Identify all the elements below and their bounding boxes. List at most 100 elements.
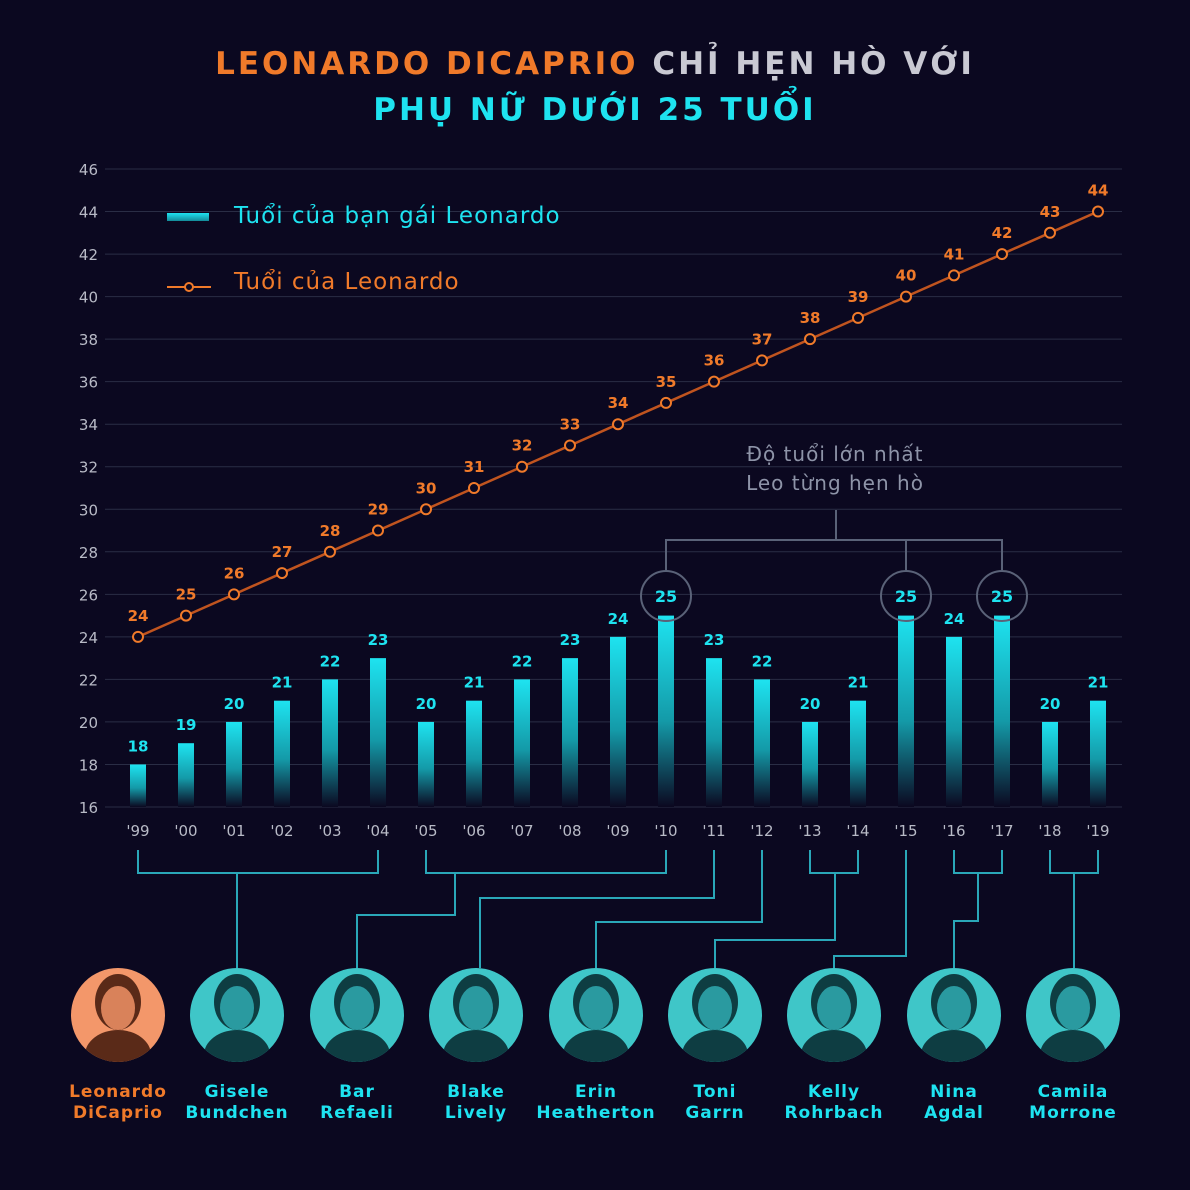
- person-first-name: Nina: [930, 1082, 978, 1102]
- person-last-name: Agdal: [924, 1103, 984, 1123]
- girlfriend-age-bar: [754, 679, 770, 807]
- person-card: Erin Heatherton: [531, 968, 661, 1124]
- line-value-label: 42: [992, 224, 1013, 242]
- girlfriend-age-bar: [850, 700, 866, 807]
- x-tick-label: '02: [270, 822, 293, 840]
- person-first-name: Erin: [575, 1082, 617, 1102]
- max-age-highlight-circle: [640, 570, 692, 622]
- girlfriend-age-bar: [898, 615, 914, 807]
- portrait-photo: [429, 968, 523, 1062]
- girlfriend-age-bar: [706, 658, 722, 807]
- line-value-label: 30: [416, 479, 437, 497]
- girlfriend-age-bar: [274, 700, 290, 807]
- portrait-photo: [549, 968, 643, 1062]
- leonardo-age-point: [996, 248, 1008, 261]
- max-age-highlight-circle: [880, 570, 932, 622]
- person-last-name: Lively: [444, 1103, 508, 1123]
- person-last-name: Bundchen: [185, 1103, 289, 1123]
- x-tick-label: '99: [126, 822, 149, 840]
- leonardo-age-point: [516, 460, 528, 473]
- person-last-name: Morrone: [1029, 1103, 1117, 1123]
- person-last-name: Rohrbach: [784, 1103, 884, 1123]
- person-first-name: Blake: [447, 1082, 505, 1102]
- x-tick-label: '18: [1038, 822, 1061, 840]
- bar-value-label: 25: [991, 587, 1013, 606]
- y-tick-label: 40: [79, 289, 98, 307]
- person-first-name: Toni: [693, 1082, 737, 1102]
- x-tick-label: '10: [654, 822, 677, 840]
- title-name: LEONARDO DICAPRIO: [215, 46, 639, 82]
- x-tick-label: '12: [750, 822, 773, 840]
- person-connector: [479, 850, 715, 968]
- person-last-name: Garrn: [685, 1103, 745, 1123]
- x-tick-label: '00: [174, 822, 197, 840]
- bar-value-label: 20: [224, 695, 245, 713]
- x-tick-label: '17: [990, 822, 1013, 840]
- person-first-name: Kelly: [807, 1082, 861, 1102]
- person-card: Gisele Bundchen: [172, 968, 302, 1124]
- girlfriend-age-bar: [418, 721, 434, 807]
- leonardo-age-point: [948, 269, 960, 282]
- leonardo-age-point: [180, 609, 192, 622]
- y-tick-label: 34: [79, 416, 98, 434]
- y-tick-label: 36: [79, 374, 98, 392]
- line-value-label: 40: [896, 267, 917, 285]
- girlfriend-age-bar: [130, 764, 146, 807]
- person-card: Camila Morrone: [1008, 968, 1138, 1124]
- title-rest: CHỈ HẸN HÒ VỚI: [638, 46, 975, 82]
- y-tick-label: 20: [79, 714, 98, 732]
- leonardo-age-point: [276, 567, 288, 580]
- line-value-label: 27: [272, 543, 293, 561]
- x-tick-label: '19: [1086, 822, 1109, 840]
- leonardo-age-point: [804, 333, 816, 346]
- leonardo-age-point: [708, 375, 720, 388]
- bar-value-label: 24: [608, 610, 629, 628]
- bar-value-label: 22: [320, 652, 341, 670]
- chart-title-line1: LEONARDO DICAPRIO CHỈ HẸN HÒ VỚI: [0, 46, 1190, 82]
- bar-value-label: 25: [655, 587, 677, 606]
- x-tick-label: '13: [798, 822, 821, 840]
- person-last-name: DiCaprio: [73, 1103, 163, 1123]
- bar-value-label: 25: [895, 587, 917, 606]
- line-value-label: 32: [512, 437, 533, 455]
- x-tick-label: '16: [942, 822, 965, 840]
- line-value-label: 41: [944, 245, 965, 263]
- portrait-photo: [190, 968, 284, 1062]
- person-card: Blake Lively: [411, 968, 541, 1124]
- line-value-label: 26: [224, 564, 245, 582]
- bar-value-label: 21: [272, 674, 293, 692]
- person-connector: [953, 850, 1003, 968]
- bar-value-label: 22: [752, 652, 773, 670]
- girlfriend-age-bar: [946, 636, 962, 807]
- leonardo-age-point: [324, 545, 336, 558]
- person-connector: [1049, 850, 1099, 968]
- person-connector: [137, 850, 379, 968]
- leonardo-age-point: [756, 354, 768, 367]
- person-connector: [356, 850, 667, 968]
- person-card: Kelly Rohrbach: [769, 968, 899, 1124]
- girlfriend-age-bar: [514, 679, 530, 807]
- person-connector: [595, 850, 763, 968]
- girlfriend-age-bar: [562, 658, 578, 807]
- x-tick-label: '03: [318, 822, 341, 840]
- portrait-photo: [71, 968, 165, 1062]
- x-tick-label: '05: [414, 822, 437, 840]
- line-value-label: 38: [800, 309, 821, 327]
- y-tick-label: 30: [79, 501, 98, 519]
- bar-value-label: 20: [416, 695, 437, 713]
- portrait-photo: [668, 968, 762, 1062]
- line-value-label: 34: [608, 394, 629, 412]
- line-value-label: 36: [704, 352, 725, 370]
- x-tick-label: '01: [222, 822, 245, 840]
- legend-marker-icon: [184, 282, 194, 292]
- person-first-name: Gisele: [204, 1082, 270, 1102]
- x-tick-label: '15: [894, 822, 917, 840]
- y-tick-label: 24: [79, 629, 98, 647]
- y-tick-label: 46: [79, 161, 98, 179]
- girlfriend-age-bar: [466, 700, 482, 807]
- x-tick-label: '07: [510, 822, 533, 840]
- leonardo-age-point: [228, 588, 240, 601]
- chart-title-line2: PHỤ NỮ DƯỚI 25 TUỔI: [373, 92, 817, 128]
- y-tick-label: 32: [79, 459, 98, 477]
- portrait-photo: [310, 968, 404, 1062]
